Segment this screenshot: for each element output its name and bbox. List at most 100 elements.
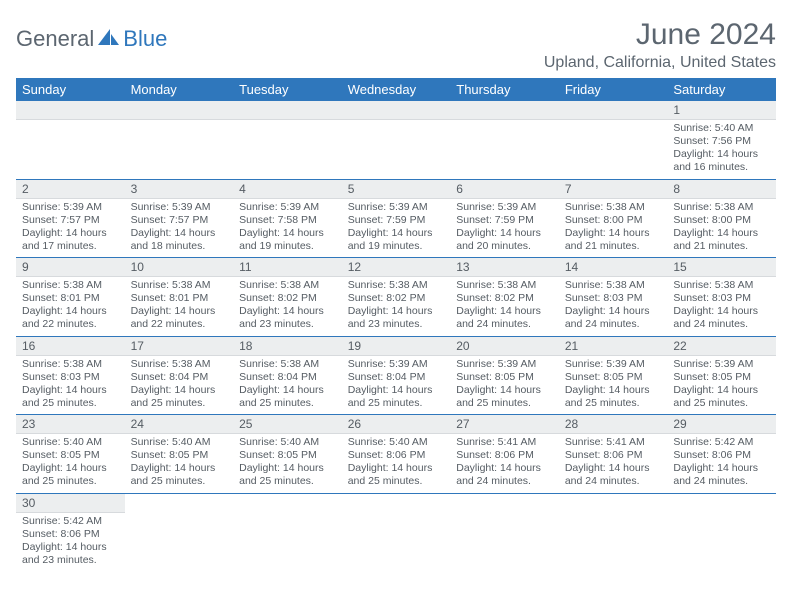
logo-text-general: General xyxy=(16,26,94,52)
trailing-blank-cell xyxy=(450,493,559,571)
day-number: 30 xyxy=(16,494,125,513)
calendar-row: 16Sunrise: 5:38 AMSunset: 8:03 PMDayligh… xyxy=(16,336,776,415)
title-block: June 2024 Upland, California, United Sta… xyxy=(544,18,776,72)
day-body: Sunrise: 5:40 AMSunset: 8:06 PMDaylight:… xyxy=(342,434,451,493)
col-header: Tuesday xyxy=(233,78,342,101)
trailing-blank-cell xyxy=(233,493,342,571)
logo: General Blue xyxy=(16,26,167,52)
daynum-bar-empty xyxy=(342,101,451,120)
day-body: Sunrise: 5:39 AMSunset: 8:05 PMDaylight:… xyxy=(450,356,559,415)
day-number: 23 xyxy=(16,415,125,434)
day-number: 29 xyxy=(667,415,776,434)
page-title: June 2024 xyxy=(544,18,776,52)
day-body: Sunrise: 5:39 AMSunset: 7:59 PMDaylight:… xyxy=(342,199,451,258)
day-number: 19 xyxy=(342,337,451,356)
day-cell: 3Sunrise: 5:39 AMSunset: 7:57 PMDaylight… xyxy=(125,179,234,258)
day-number: 14 xyxy=(559,258,668,277)
blank-cell xyxy=(16,101,125,179)
day-cell: 9Sunrise: 5:38 AMSunset: 8:01 PMDaylight… xyxy=(16,258,125,337)
trailing-blank-cell xyxy=(125,493,234,571)
day-number: 5 xyxy=(342,180,451,199)
day-body: Sunrise: 5:38 AMSunset: 8:02 PMDaylight:… xyxy=(233,277,342,336)
day-cell: 4Sunrise: 5:39 AMSunset: 7:58 PMDaylight… xyxy=(233,179,342,258)
blank-cell xyxy=(559,101,668,179)
trailing-blank-cell xyxy=(667,493,776,571)
day-cell: 2Sunrise: 5:39 AMSunset: 7:57 PMDaylight… xyxy=(16,179,125,258)
day-number: 11 xyxy=(233,258,342,277)
day-cell: 30Sunrise: 5:42 AMSunset: 8:06 PMDayligh… xyxy=(16,493,125,571)
day-body: Sunrise: 5:38 AMSunset: 8:02 PMDaylight:… xyxy=(450,277,559,336)
day-number: 20 xyxy=(450,337,559,356)
day-number: 9 xyxy=(16,258,125,277)
day-number: 22 xyxy=(667,337,776,356)
day-cell: 29Sunrise: 5:42 AMSunset: 8:06 PMDayligh… xyxy=(667,415,776,494)
day-body: Sunrise: 5:39 AMSunset: 7:58 PMDaylight:… xyxy=(233,199,342,258)
day-number: 3 xyxy=(125,180,234,199)
col-header: Sunday xyxy=(16,78,125,101)
day-cell: 16Sunrise: 5:38 AMSunset: 8:03 PMDayligh… xyxy=(16,336,125,415)
col-header: Thursday xyxy=(450,78,559,101)
day-number: 12 xyxy=(342,258,451,277)
day-body: Sunrise: 5:39 AMSunset: 8:05 PMDaylight:… xyxy=(667,356,776,415)
day-body: Sunrise: 5:41 AMSunset: 8:06 PMDaylight:… xyxy=(450,434,559,493)
day-body: Sunrise: 5:38 AMSunset: 8:03 PMDaylight:… xyxy=(559,277,668,336)
day-body: Sunrise: 5:40 AMSunset: 8:05 PMDaylight:… xyxy=(233,434,342,493)
day-number: 27 xyxy=(450,415,559,434)
trailing-blank-cell xyxy=(559,493,668,571)
day-number: 10 xyxy=(125,258,234,277)
col-header: Saturday xyxy=(667,78,776,101)
day-body: Sunrise: 5:40 AMSunset: 7:56 PMDaylight:… xyxy=(667,120,776,179)
day-body: Sunrise: 5:39 AMSunset: 7:57 PMDaylight:… xyxy=(125,199,234,258)
day-number: 28 xyxy=(559,415,668,434)
col-header: Monday xyxy=(125,78,234,101)
calendar-header-row: SundayMondayTuesdayWednesdayThursdayFrid… xyxy=(16,78,776,101)
day-cell: 25Sunrise: 5:40 AMSunset: 8:05 PMDayligh… xyxy=(233,415,342,494)
day-cell: 13Sunrise: 5:38 AMSunset: 8:02 PMDayligh… xyxy=(450,258,559,337)
day-number: 7 xyxy=(559,180,668,199)
day-cell: 12Sunrise: 5:38 AMSunset: 8:02 PMDayligh… xyxy=(342,258,451,337)
day-number: 6 xyxy=(450,180,559,199)
day-body: Sunrise: 5:40 AMSunset: 8:05 PMDaylight:… xyxy=(16,434,125,493)
day-number: 18 xyxy=(233,337,342,356)
day-cell: 11Sunrise: 5:38 AMSunset: 8:02 PMDayligh… xyxy=(233,258,342,337)
day-cell: 27Sunrise: 5:41 AMSunset: 8:06 PMDayligh… xyxy=(450,415,559,494)
calendar-row: 2Sunrise: 5:39 AMSunset: 7:57 PMDaylight… xyxy=(16,179,776,258)
day-body: Sunrise: 5:42 AMSunset: 8:06 PMDaylight:… xyxy=(667,434,776,493)
calendar-row: 23Sunrise: 5:40 AMSunset: 8:05 PMDayligh… xyxy=(16,415,776,494)
day-number: 17 xyxy=(125,337,234,356)
daynum-bar-empty xyxy=(450,101,559,120)
calendar-row: 9Sunrise: 5:38 AMSunset: 8:01 PMDaylight… xyxy=(16,258,776,337)
trailing-blank-cell xyxy=(342,493,451,571)
day-body: Sunrise: 5:38 AMSunset: 8:03 PMDaylight:… xyxy=(667,277,776,336)
calendar-row: 30Sunrise: 5:42 AMSunset: 8:06 PMDayligh… xyxy=(16,493,776,571)
day-number: 21 xyxy=(559,337,668,356)
day-number: 4 xyxy=(233,180,342,199)
day-body: Sunrise: 5:38 AMSunset: 8:03 PMDaylight:… xyxy=(16,356,125,415)
calendar-body: 1Sunrise: 5:40 AMSunset: 7:56 PMDaylight… xyxy=(16,101,776,571)
header: General Blue June 2024 Upland, Californi… xyxy=(16,18,776,72)
day-cell: 6Sunrise: 5:39 AMSunset: 7:59 PMDaylight… xyxy=(450,179,559,258)
day-cell: 23Sunrise: 5:40 AMSunset: 8:05 PMDayligh… xyxy=(16,415,125,494)
day-cell: 5Sunrise: 5:39 AMSunset: 7:59 PMDaylight… xyxy=(342,179,451,258)
day-body: Sunrise: 5:42 AMSunset: 8:06 PMDaylight:… xyxy=(16,513,125,572)
day-number: 15 xyxy=(667,258,776,277)
day-body: Sunrise: 5:38 AMSunset: 8:04 PMDaylight:… xyxy=(233,356,342,415)
blank-cell xyxy=(342,101,451,179)
day-body: Sunrise: 5:39 AMSunset: 7:59 PMDaylight:… xyxy=(450,199,559,258)
day-cell: 15Sunrise: 5:38 AMSunset: 8:03 PMDayligh… xyxy=(667,258,776,337)
daynum-bar-empty xyxy=(233,101,342,120)
blank-cell xyxy=(233,101,342,179)
calendar-row: 1Sunrise: 5:40 AMSunset: 7:56 PMDaylight… xyxy=(16,101,776,179)
daynum-bar-empty xyxy=(559,101,668,120)
col-header: Wednesday xyxy=(342,78,451,101)
day-body: Sunrise: 5:38 AMSunset: 8:02 PMDaylight:… xyxy=(342,277,451,336)
day-body: Sunrise: 5:38 AMSunset: 8:00 PMDaylight:… xyxy=(667,199,776,258)
day-cell: 18Sunrise: 5:38 AMSunset: 8:04 PMDayligh… xyxy=(233,336,342,415)
sail-icon xyxy=(98,27,120,52)
day-body: Sunrise: 5:39 AMSunset: 7:57 PMDaylight:… xyxy=(16,199,125,258)
blank-cell xyxy=(450,101,559,179)
day-number: 2 xyxy=(16,180,125,199)
day-number: 26 xyxy=(342,415,451,434)
day-number: 16 xyxy=(16,337,125,356)
blank-cell xyxy=(125,101,234,179)
